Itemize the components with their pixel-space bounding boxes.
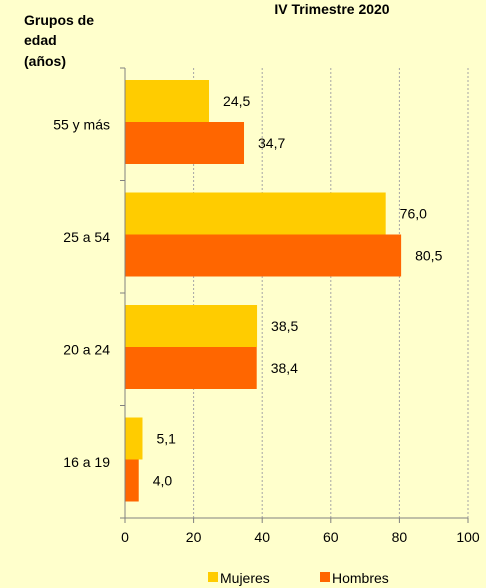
legend: Mujeres Hombres xyxy=(208,570,389,586)
bar-hombres-2 xyxy=(125,234,402,277)
data-label: 38,5 xyxy=(271,318,298,334)
legend-label-mujeres: Mujeres xyxy=(220,570,270,586)
x-tick-label: 20 xyxy=(186,529,202,545)
y-axis-title-line-3: (años) xyxy=(24,53,66,69)
data-label: 4,0 xyxy=(153,473,173,489)
axes: 0 20 40 60 80 100 55 y más 25 a 54 20 a 24 16 a 1… xyxy=(53,67,480,545)
bars: 24,5 34,7 76,0 80,5 38,5 38,4 5,1 4,0 xyxy=(125,80,443,502)
data-label: 24,5 xyxy=(223,93,250,109)
bar-hombres-1 xyxy=(125,122,245,164)
bar-mujeres-1 xyxy=(125,80,210,122)
legend-label-hombres: Hombres xyxy=(332,570,389,586)
category-label: 20 a 24 xyxy=(63,341,110,357)
category-label: 16 a 19 xyxy=(63,454,110,470)
legend-swatch-hombres xyxy=(320,572,330,582)
category-label: 25 a 54 xyxy=(63,229,110,245)
y-axis-title-line-2: edad xyxy=(24,32,57,48)
x-tick-label: 0 xyxy=(121,529,129,545)
bar-hombres-3 xyxy=(125,347,257,389)
chart-title: IV Trimestre 2020 xyxy=(274,1,389,17)
data-label: 5,1 xyxy=(156,431,176,447)
data-label: 80,5 xyxy=(415,248,442,264)
legend-swatch-mujeres xyxy=(208,572,218,582)
data-label: 34,7 xyxy=(258,135,285,151)
data-label: 76,0 xyxy=(400,206,427,222)
data-label: 38,4 xyxy=(271,360,298,376)
bar-mujeres-3 xyxy=(125,305,258,347)
x-tick-label: 80 xyxy=(392,529,408,545)
x-tick-label: 60 xyxy=(323,529,339,545)
x-tick-label: 40 xyxy=(254,529,270,545)
bar-mujeres-4 xyxy=(125,417,143,460)
y-axis-title-line-1: Grupos de xyxy=(24,12,94,28)
bar-mujeres-2 xyxy=(125,192,386,235)
grid xyxy=(193,68,469,518)
x-tick-label: 100 xyxy=(456,529,480,545)
category-label: 55 y más xyxy=(53,116,110,132)
bar-hombres-4 xyxy=(125,459,139,502)
